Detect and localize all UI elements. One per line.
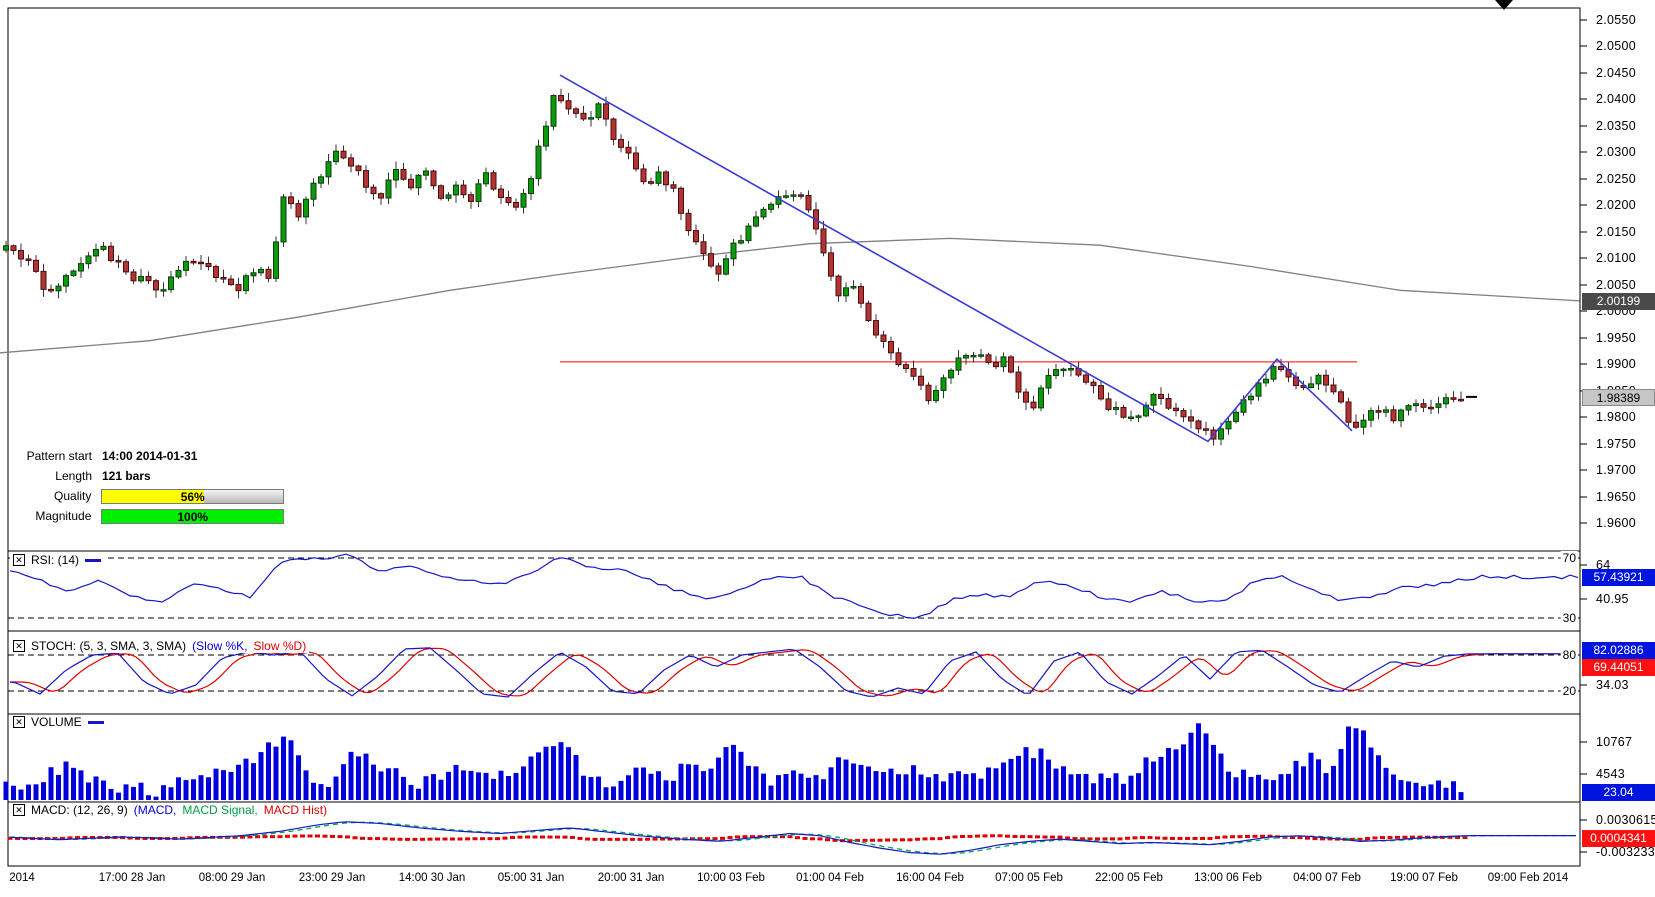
price-tick-label: 1.9900 [1596,357,1637,371]
pattern-quality-label: Quality [54,489,92,503]
time-tick-label: 05:00 31 Jan [497,872,565,884]
magnitude-progress-bar: 100% [101,508,284,524]
price-tick-label: 2.0250 [1596,172,1637,186]
time-tick-label: 07:00 05 Feb [995,872,1063,884]
time-tick-label: 13:00 06 Feb [1194,872,1262,884]
time-tick-label: 20:00 31 Jan [597,872,665,884]
time-tick-label: 2014 [9,872,35,884]
volume-checkbox-icon[interactable]: ✕ [13,716,25,728]
stoch-k-value-badge: 82.02886 [1582,642,1655,659]
price-tick-label: 1.9700 [1596,463,1637,477]
stoch-d-value-badge: 69.44051 [1582,659,1655,676]
ma-value-badge: 2.00199 [1582,293,1655,310]
price-tick-label: 2.0150 [1596,225,1637,239]
macd-signal-legend: MACD Signal, [182,803,258,817]
price-tick-label: 2.0300 [1596,145,1637,159]
macd-axis-label: 0.0030615 [1596,813,1655,827]
time-tick-label: 01:00 04 Feb [796,872,864,884]
price-tick-label: 1.9650 [1596,490,1637,504]
time-tick-label: 10:00 03 Feb [697,872,765,884]
price-tick-label: 2.0550 [1596,13,1637,27]
stoch-level-20-label: 20 [1560,684,1578,698]
macd-line-legend: (MACD, [133,803,177,817]
pattern-length-label: Length [55,469,92,483]
rsi-checkbox-icon[interactable]: ✕ [13,554,25,566]
time-tick-label: 19:00 07 Feb [1390,872,1458,884]
volume-axis-label: 10767 [1596,735,1633,749]
stoch-pane-header: ✕ STOCH: (5, 3, SMA, 3, SMA) (Slow %K, S… [10,639,310,653]
rsi-value-badge: 57.43921 [1582,569,1655,586]
price-tick-label: 2.0050 [1596,278,1637,292]
scroll-to-end-marker-icon[interactable] [1495,0,1513,10]
volume-pane-header: ✕ VOLUME [10,715,107,729]
volume-axis-label: 4543 [1596,767,1626,781]
price-tick-label: 2.0100 [1596,251,1637,265]
time-tick-label: 08:00 29 Jan [198,872,266,884]
price-tick-label: 2.0500 [1596,39,1637,53]
price-tick-label: 2.0200 [1596,198,1637,212]
price-tick-label: 2.0350 [1596,119,1637,133]
rsi-level-30-label: 30 [1560,611,1578,625]
price-tick-label: 2.0400 [1596,92,1637,106]
macd-pane-title: MACD: (12, 26, 9) [31,803,128,817]
price-tick-label: 1.9750 [1596,437,1637,451]
time-tick-label: 22:00 05 Feb [1095,872,1163,884]
stoch-axis-label: 34.03 [1596,678,1629,692]
price-tick-label: 2.0450 [1596,66,1637,80]
pattern-start-label: Pattern start [26,449,92,463]
quality-progress-bar: 56% [101,488,284,504]
stoch-k-legend: (Slow %K, [192,639,248,653]
time-tick-label: 14:00 30 Jan [398,872,466,884]
macd-pane-header: ✕ MACD: (12, 26, 9) (MACD, MACD Signal, … [10,803,331,817]
stoch-level-80-label: 80 [1560,648,1578,662]
price-tick-label: 1.9800 [1596,410,1637,424]
magnitude-progress-fill [102,509,283,523]
rsi-pane-title: RSI: (14) [31,553,80,567]
quality-percent: 56% [180,489,205,504]
quality-progress-fill [102,489,204,503]
stoch-checkbox-icon[interactable]: ✕ [13,640,25,652]
pattern-start-value: 14:00 2014-01-31 [102,449,198,463]
time-tick-label: 04:00 07 Feb [1293,872,1361,884]
magnitude-percent: 100% [177,509,209,524]
macd-axis-label: -0.0032331 [1596,845,1655,859]
macd-value-badge: 0.0004341 [1582,830,1655,847]
time-tick-label: 16:00 04 Feb [896,872,964,884]
macd-hist-legend: MACD Hist) [263,803,328,817]
rsi-pane-header: ✕ RSI: (14) [10,553,105,567]
price-tick-label: 1.9600 [1596,516,1637,530]
volume-line-sample-icon [87,720,104,724]
pattern-info-box: Pattern start 14:00 2014-01-31 Length 12… [14,446,284,526]
macd-checkbox-icon[interactable]: ✕ [13,804,25,816]
time-tick-label: 17:00 28 Jan [98,872,166,884]
pattern-length-value: 121 bars [102,469,151,483]
price-tick-label: 1.9950 [1596,331,1637,345]
rsi-axis-label: 64 [1596,558,1611,572]
volume-pane-title: VOLUME [31,715,82,729]
rsi-line-sample-icon [85,558,102,562]
time-tick-label: 09:00 Feb 2014 [1487,872,1569,884]
last-price-badge: 1.98389 [1582,389,1655,406]
pattern-magnitude-label: Magnitude [35,509,92,523]
rsi-axis-label: 40.95 [1596,592,1629,606]
rsi-level-70-label: 70 [1560,551,1578,565]
stoch-pane-title: STOCH: (5, 3, SMA, 3, SMA) [31,639,187,653]
volume-value-badge: 23.04 [1582,784,1655,801]
time-tick-label: 23:00 29 Jan [298,872,366,884]
stoch-d-legend: Slow %D) [253,639,307,653]
